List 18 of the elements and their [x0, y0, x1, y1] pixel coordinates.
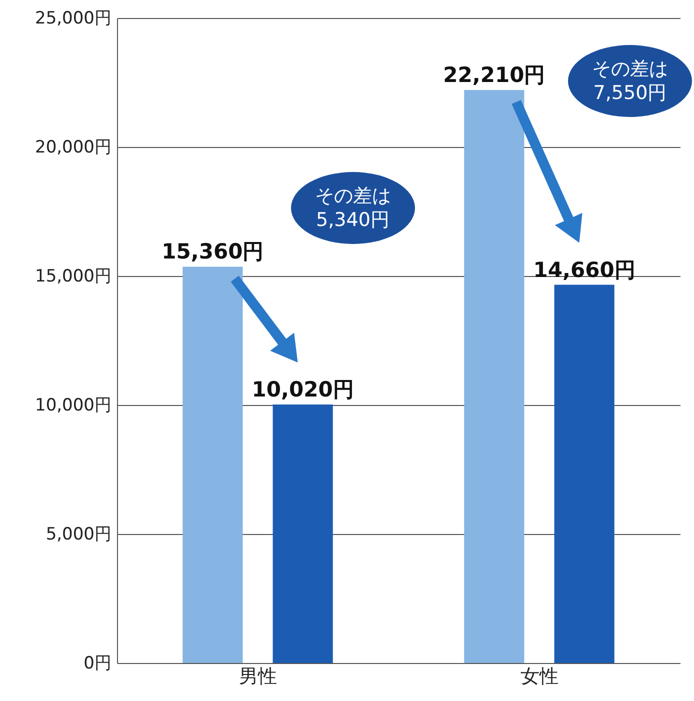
y-tick-label: 0円 — [84, 654, 112, 674]
annotation: その差は 7,550円 — [568, 45, 692, 117]
data-label: 14,660円 — [533, 258, 636, 282]
x-tick-label: 男性 — [238, 666, 277, 688]
bar — [554, 284, 614, 663]
data-label: 15,360円 — [162, 240, 264, 264]
y-tick-label: 25,000円 — [35, 8, 112, 28]
bar — [182, 266, 243, 663]
y-tick-label: 15,000円 — [35, 266, 112, 286]
x-tick-label: 女性 — [520, 666, 558, 688]
y-tick-label: 20,000円 — [35, 138, 112, 158]
data-label: 10,020円 — [252, 377, 354, 402]
annotation: その差は 5,340円 — [290, 172, 415, 244]
data-label: 22,210円 — [443, 62, 546, 87]
bar — [272, 404, 333, 663]
y-tick-label: 10,000円 — [35, 396, 112, 416]
bar — [464, 90, 524, 663]
y-tick-label: 5,000円 — [46, 524, 112, 544]
